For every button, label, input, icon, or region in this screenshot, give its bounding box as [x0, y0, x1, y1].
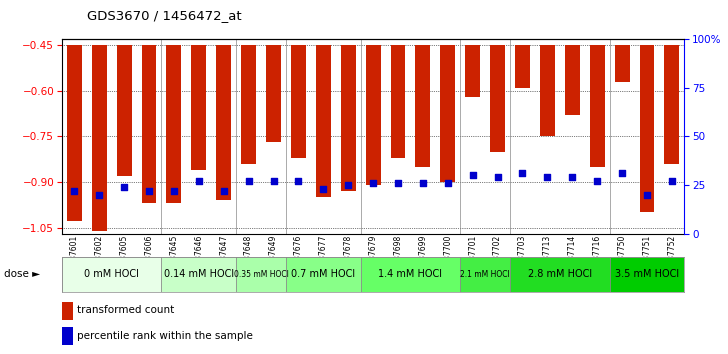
Text: GDS3670 / 1456472_at: GDS3670 / 1456472_at — [87, 9, 242, 22]
Bar — [565, 45, 579, 115]
Text: 0 mM HOCl: 0 mM HOCl — [84, 269, 139, 279]
Point — [517, 170, 529, 176]
Bar — [590, 45, 605, 167]
Bar — [62, 302, 73, 320]
Point — [417, 180, 429, 186]
Point — [591, 178, 603, 184]
Bar — [540, 45, 555, 136]
Bar — [390, 45, 405, 158]
Bar — [291, 45, 306, 158]
Bar — [62, 257, 162, 292]
Point — [641, 192, 653, 198]
Bar — [316, 45, 331, 197]
Bar — [440, 45, 455, 182]
Point — [218, 188, 229, 194]
Point — [293, 178, 304, 184]
Point — [492, 174, 504, 180]
Text: percentile rank within the sample: percentile rank within the sample — [77, 331, 253, 341]
Bar — [614, 45, 630, 81]
Bar — [460, 257, 510, 292]
Point — [566, 174, 578, 180]
Bar — [510, 257, 609, 292]
Point — [467, 172, 478, 178]
Point — [242, 178, 255, 184]
Text: 0.14 mM HOCl: 0.14 mM HOCl — [164, 269, 234, 279]
Point — [168, 188, 180, 194]
Point — [143, 188, 155, 194]
Point — [342, 182, 354, 188]
Text: 2.8 mM HOCl: 2.8 mM HOCl — [528, 269, 592, 279]
Bar — [67, 45, 82, 222]
Bar — [609, 257, 684, 292]
Bar — [216, 45, 232, 200]
Bar — [62, 327, 73, 346]
Bar — [639, 45, 654, 212]
Bar — [286, 257, 360, 292]
Bar — [360, 257, 460, 292]
Point — [666, 178, 678, 184]
Bar — [665, 45, 679, 164]
Text: transformed count: transformed count — [77, 306, 175, 315]
Bar — [465, 45, 480, 97]
Text: dose ►: dose ► — [4, 269, 40, 279]
Bar — [416, 45, 430, 167]
Bar — [167, 45, 181, 203]
Bar — [236, 257, 286, 292]
Point — [193, 178, 205, 184]
Bar — [490, 45, 505, 152]
Bar — [365, 45, 381, 185]
Bar — [92, 45, 107, 230]
Point — [68, 188, 80, 194]
Bar — [162, 257, 236, 292]
Bar — [266, 45, 281, 142]
Bar — [116, 45, 132, 176]
Bar — [191, 45, 206, 170]
Point — [93, 192, 105, 198]
Point — [542, 174, 553, 180]
Bar — [241, 45, 256, 164]
Text: 0.35 mM HOCl: 0.35 mM HOCl — [234, 270, 288, 279]
Point — [392, 180, 404, 186]
Bar — [141, 45, 157, 203]
Point — [268, 178, 280, 184]
Text: 1.4 mM HOCl: 1.4 mM HOCl — [379, 269, 443, 279]
Text: 3.5 mM HOCl: 3.5 mM HOCl — [615, 269, 679, 279]
Bar — [341, 45, 356, 191]
Bar — [515, 45, 530, 87]
Point — [616, 170, 628, 176]
Point — [118, 184, 130, 190]
Point — [442, 180, 454, 186]
Point — [367, 180, 379, 186]
Text: 2.1 mM HOCl: 2.1 mM HOCl — [460, 270, 510, 279]
Point — [317, 186, 329, 192]
Text: 0.7 mM HOCl: 0.7 mM HOCl — [291, 269, 355, 279]
